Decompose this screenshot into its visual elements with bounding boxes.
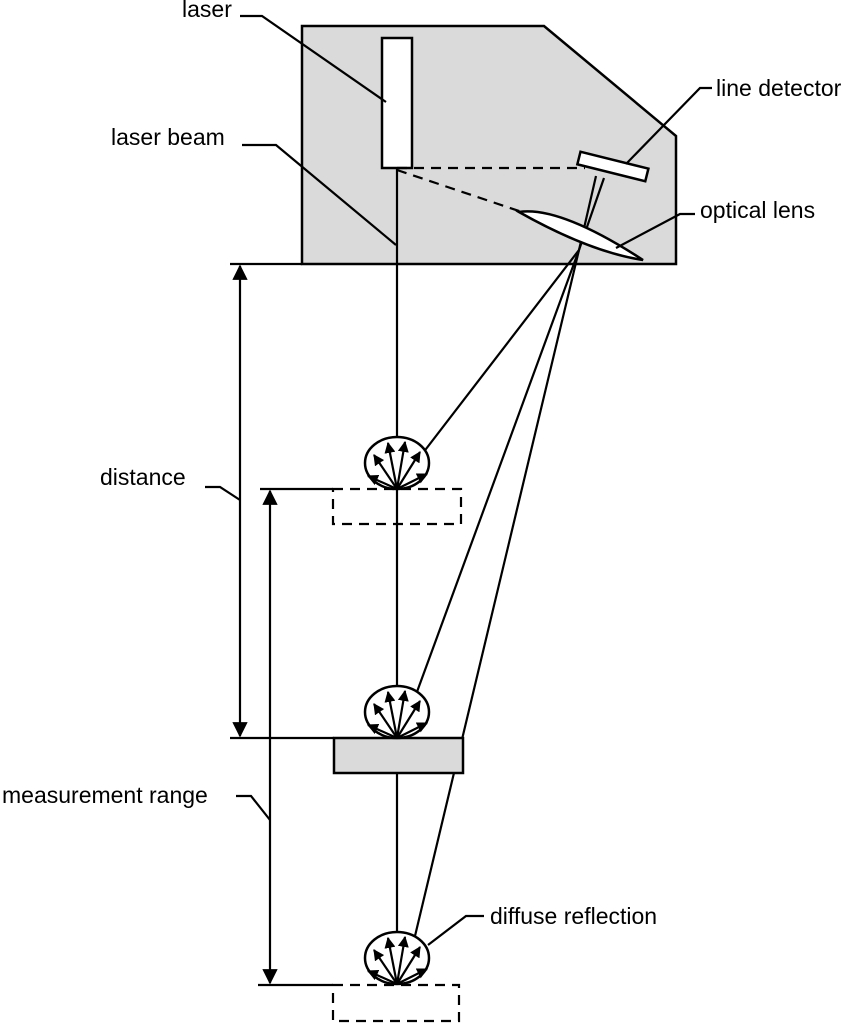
distance-leader-line [205,485,241,501]
reflected-ray-lower [402,249,581,983]
line-detector-leader-line [625,86,712,165]
diffuse-reflection-scatter-upper [363,435,431,491]
line-detector-label: line detector [716,75,842,101]
diffuse-reflection-scatter-lower [363,930,431,986]
object-position-near [331,487,463,526]
laser-beam-leader-line [242,143,397,246]
sensor-housing [300,24,678,266]
measurement-range-label: measurement range [2,782,208,808]
laser-beam-label: laser beam [111,124,225,150]
reflected-ray-upper [415,249,580,463]
diffuse-reflection-label: diffuse reflection [490,903,657,929]
measured-object [332,736,465,775]
laser-label: laser [182,0,232,22]
optical-lens-label: optical lens [700,197,815,223]
laser-leader-line [240,14,387,103]
line-detector [575,150,650,183]
reflected-ray-middle [412,249,581,701]
laser-lens-reference-line [396,168,526,215]
object-position-far [331,983,461,1023]
measurement-range-leader-line [236,794,271,821]
optical-lens [515,210,644,262]
laser [380,36,414,170]
optical-lens-leader-line [615,212,695,249]
distance-label: distance [100,464,186,490]
diffuse-reflection-leader-line [427,914,484,946]
diffuse-reflection-scatter-middle [363,684,431,740]
